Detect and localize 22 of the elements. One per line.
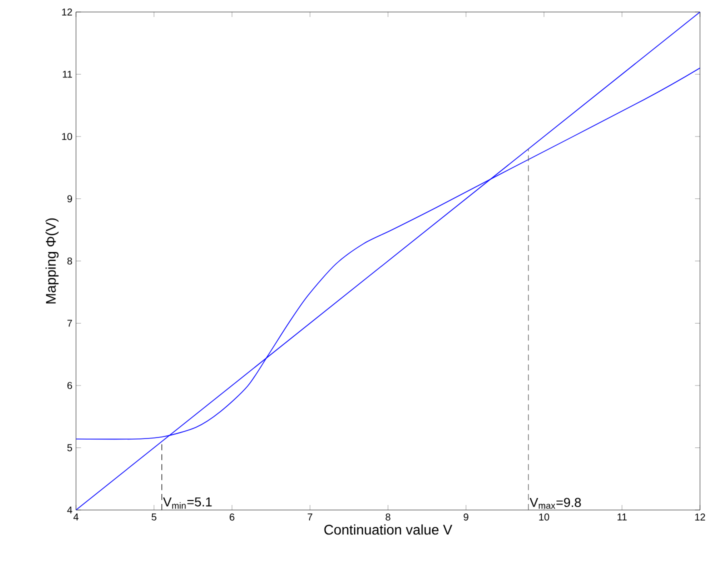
x-tick-label: 11 (618, 514, 627, 520)
y-tick-label: 4 (67, 506, 72, 514)
x-tick-label: 12 (695, 514, 706, 520)
ref-line-label: V$_{max}$=9.8 (530, 498, 581, 509)
x-tick-label: 8 (386, 514, 390, 521)
y-tick-label: 11 (62, 70, 72, 78)
x-tick-label: 10 (539, 514, 550, 521)
x-axis-title: Continuation value V (324, 524, 452, 535)
y-tick-label: 10 (62, 132, 72, 140)
y-tick-label: 6 (67, 382, 72, 390)
y-tick-label: 5 (67, 444, 72, 452)
y-tick-label: 9 (67, 195, 72, 202)
y-axis-title: Mapping Φ(V) (46, 218, 59, 304)
x-tick-label: 6 (230, 514, 234, 521)
ref-line-label: V$_{min}$=5.1 (163, 497, 212, 509)
y-tick-label: 8 (67, 257, 72, 265)
y-tick-label: 12 (62, 8, 72, 16)
x-tick-label: 4 (73, 514, 78, 520)
x-tick-label: 5 (152, 514, 156, 520)
x-tick-label: 9 (464, 514, 468, 521)
x-tick-label: 7 (308, 514, 312, 520)
y-tick-label: 7 (67, 320, 72, 327)
